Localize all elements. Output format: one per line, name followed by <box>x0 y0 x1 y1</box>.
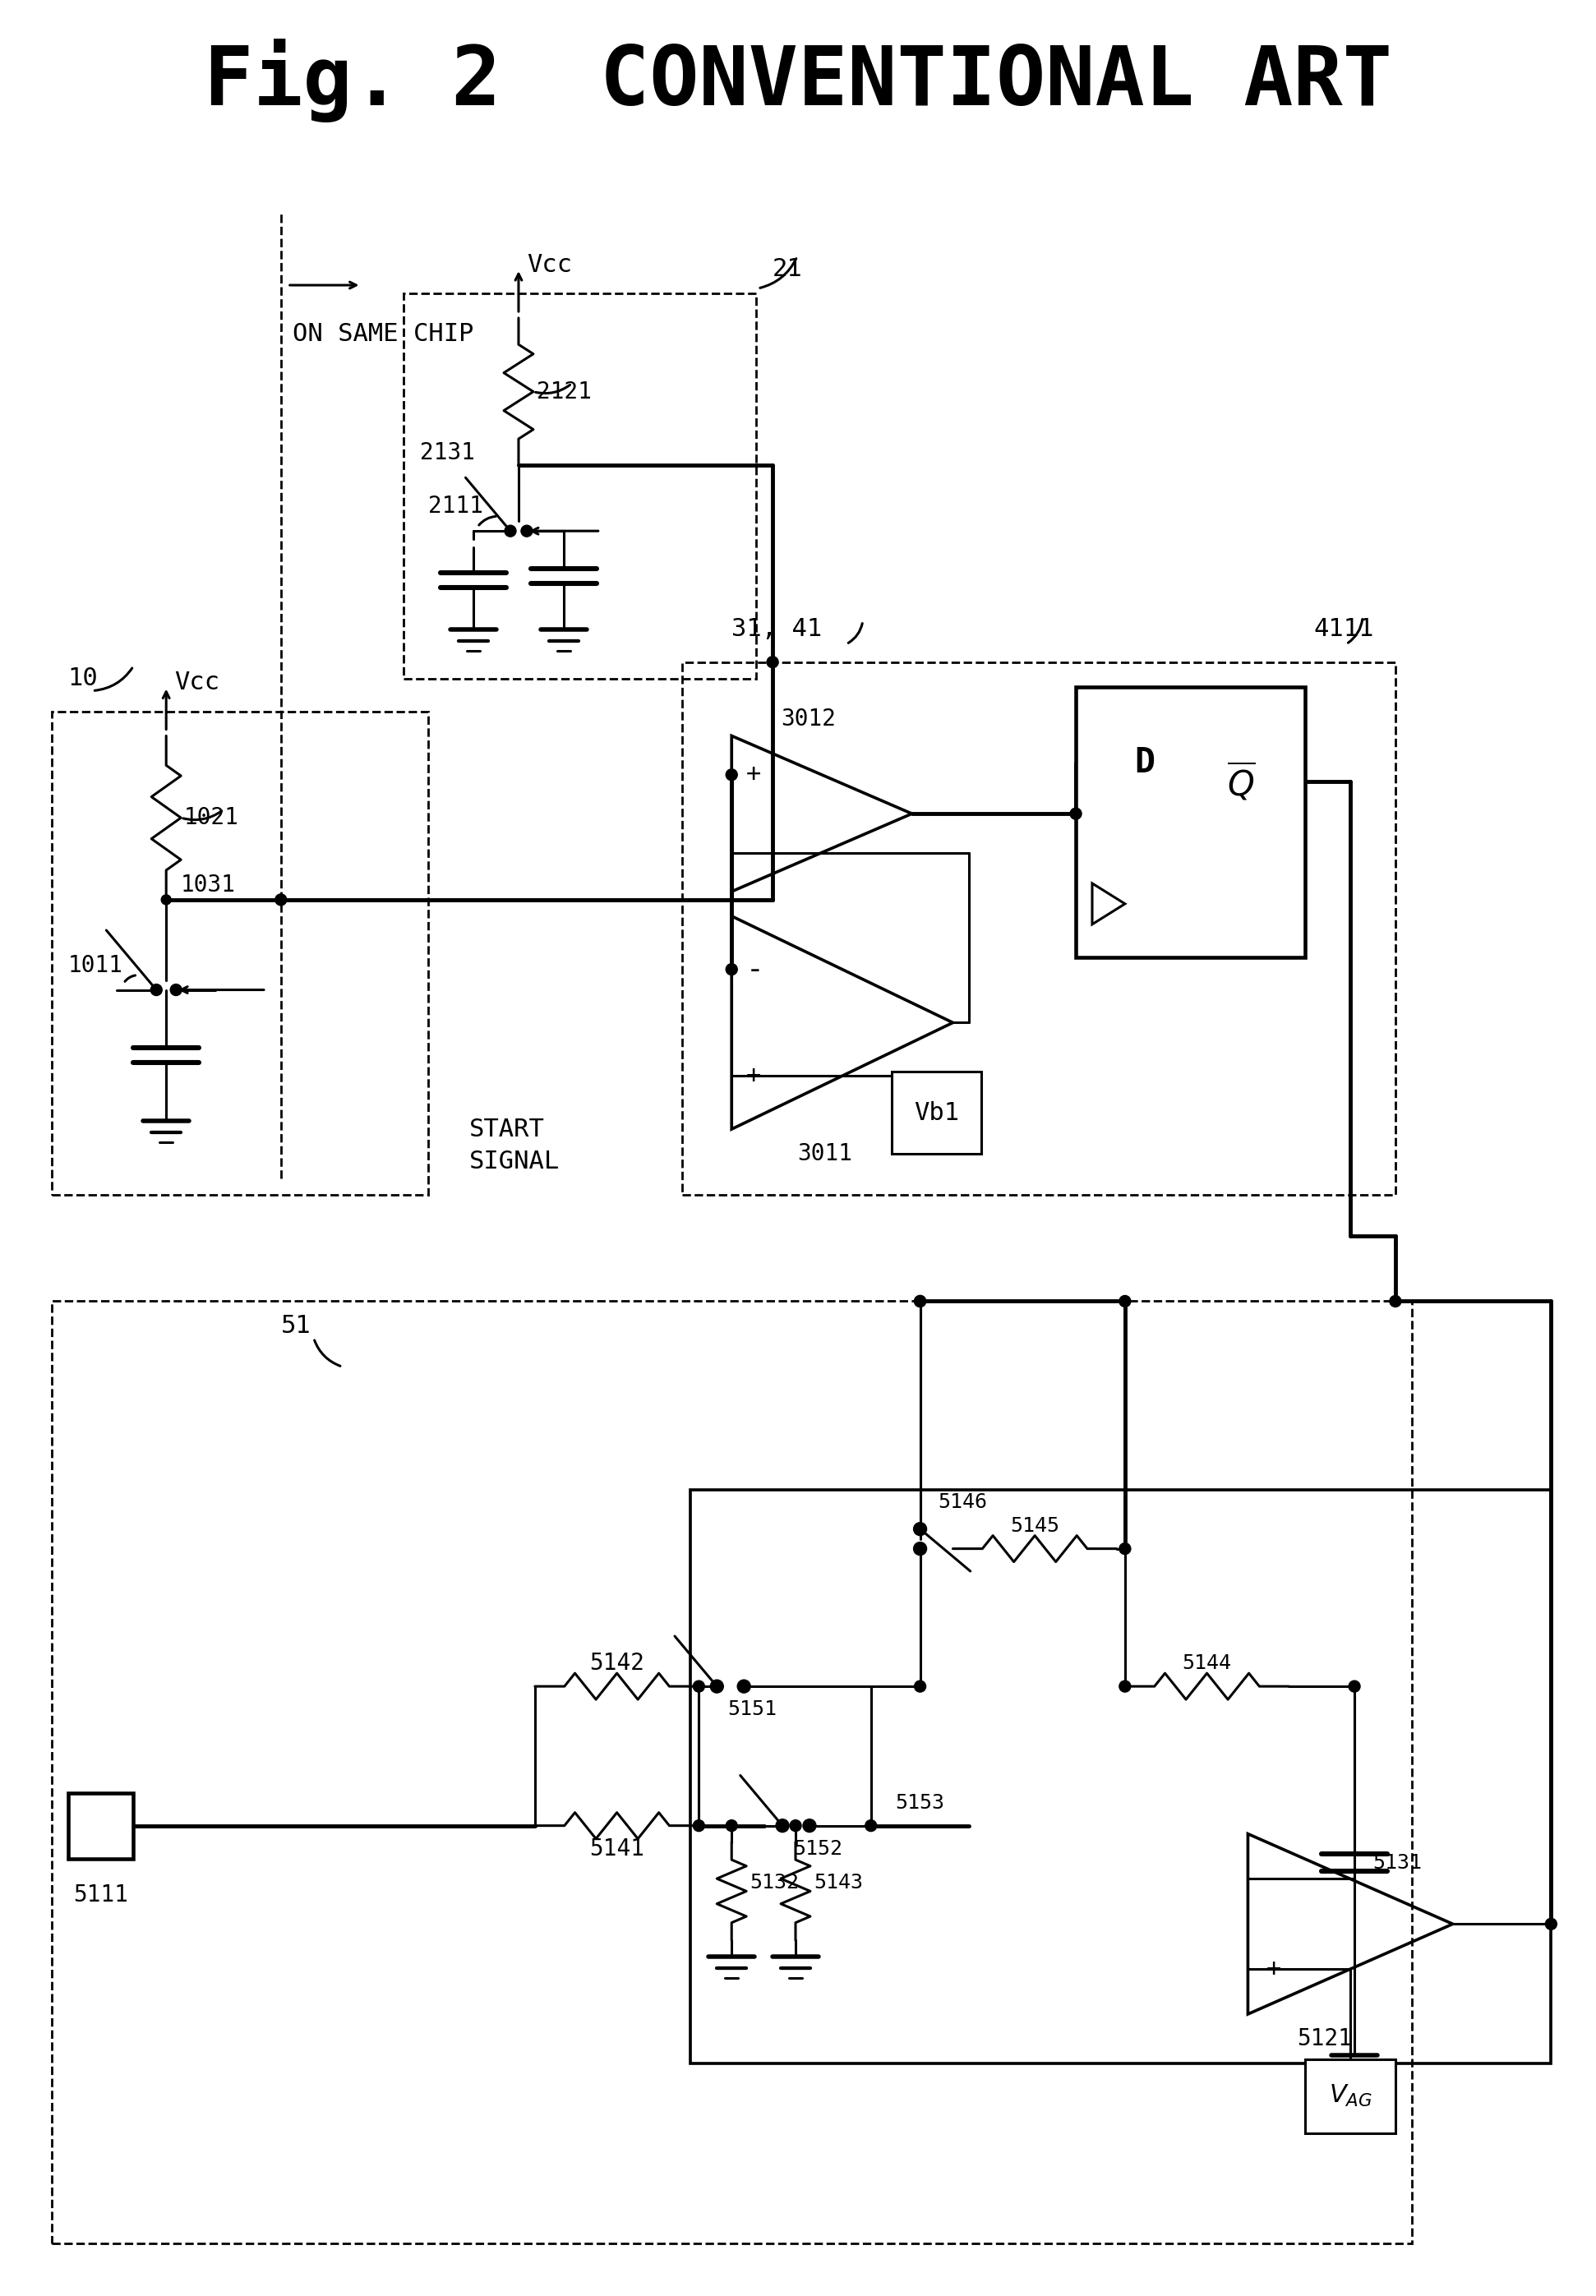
Text: 21: 21 <box>772 257 803 280</box>
Text: 5151: 5151 <box>728 1699 777 1720</box>
Text: START: START <box>469 1118 544 1141</box>
Text: Vcc: Vcc <box>174 670 220 693</box>
Text: 5145: 5145 <box>1010 1515 1060 1536</box>
Text: 3011: 3011 <box>796 1141 852 1166</box>
Text: -: - <box>747 838 764 866</box>
Bar <box>404 294 757 680</box>
Circle shape <box>161 895 171 905</box>
Bar <box>51 1302 1412 2243</box>
Text: $\overline{Q}$: $\overline{Q}$ <box>1227 760 1256 804</box>
Text: -: - <box>1266 1864 1283 1892</box>
Circle shape <box>726 1821 737 1832</box>
Text: 2131: 2131 <box>420 441 476 464</box>
Text: 5146: 5146 <box>938 1492 988 1511</box>
Text: Fig. 2  CONVENTIONAL ART: Fig. 2 CONVENTIONAL ART <box>204 39 1392 122</box>
Circle shape <box>913 1522 927 1536</box>
Text: ON SAME CHIP: ON SAME CHIP <box>292 321 474 347</box>
Circle shape <box>150 985 163 996</box>
Text: 1031: 1031 <box>180 872 236 895</box>
Text: Vcc: Vcc <box>527 253 571 276</box>
Bar <box>1076 687 1306 957</box>
Circle shape <box>865 1821 876 1832</box>
Circle shape <box>693 1821 704 1832</box>
Circle shape <box>1349 1681 1360 1692</box>
Text: 5121: 5121 <box>1298 2027 1352 2050</box>
Text: 2111: 2111 <box>428 496 484 519</box>
Circle shape <box>171 985 182 996</box>
Text: +: + <box>747 1063 761 1088</box>
Circle shape <box>915 1295 926 1306</box>
Circle shape <box>726 964 737 976</box>
Circle shape <box>1069 808 1082 820</box>
Text: 5144: 5144 <box>1183 1653 1232 1674</box>
Circle shape <box>726 769 737 781</box>
Circle shape <box>766 657 779 668</box>
Text: 1021: 1021 <box>184 806 239 829</box>
Text: D: D <box>1135 746 1156 781</box>
Circle shape <box>913 1543 927 1554</box>
Text: 5111: 5111 <box>73 1883 128 1906</box>
Text: +: + <box>1266 1956 1282 1981</box>
Text: 5131: 5131 <box>1373 1853 1422 1871</box>
Circle shape <box>710 1681 723 1692</box>
Text: Vb1: Vb1 <box>915 1100 959 1125</box>
Circle shape <box>737 1681 750 1692</box>
Text: 5153: 5153 <box>895 1793 945 1812</box>
Text: -: - <box>747 955 764 983</box>
Circle shape <box>1119 1543 1130 1554</box>
Text: 5143: 5143 <box>814 1874 863 1892</box>
Circle shape <box>275 893 287 905</box>
Bar <box>1306 2060 1395 2133</box>
Bar <box>69 1793 134 1857</box>
Circle shape <box>1390 1295 1401 1306</box>
Text: 2121: 2121 <box>536 381 592 404</box>
Text: $V_{AG}$: $V_{AG}$ <box>1328 2082 1373 2108</box>
Text: +: + <box>747 762 761 788</box>
Circle shape <box>1119 1681 1130 1692</box>
Text: 3012: 3012 <box>780 707 836 730</box>
Circle shape <box>915 1681 926 1692</box>
Circle shape <box>776 1818 788 1832</box>
Text: 4111: 4111 <box>1314 618 1374 641</box>
Circle shape <box>693 1681 704 1692</box>
Text: 5132: 5132 <box>750 1874 800 1892</box>
Bar <box>691 1490 1551 2064</box>
Text: 5141: 5141 <box>589 1837 645 1860</box>
Text: 51: 51 <box>281 1313 311 1339</box>
Circle shape <box>1545 1917 1556 1929</box>
Circle shape <box>790 1821 801 1832</box>
Bar <box>683 661 1395 1194</box>
Text: 5142: 5142 <box>589 1651 645 1674</box>
Circle shape <box>803 1818 816 1832</box>
Text: 31, 41: 31, 41 <box>731 618 822 641</box>
Text: 10: 10 <box>69 666 97 691</box>
Bar <box>892 1072 982 1153</box>
Text: 5152: 5152 <box>793 1839 843 1857</box>
Circle shape <box>504 526 516 537</box>
Circle shape <box>915 1295 926 1306</box>
Text: SIGNAL: SIGNAL <box>469 1150 560 1173</box>
Circle shape <box>1119 1295 1130 1306</box>
Bar <box>51 712 428 1194</box>
Circle shape <box>520 526 533 537</box>
Text: 1011: 1011 <box>69 953 123 976</box>
